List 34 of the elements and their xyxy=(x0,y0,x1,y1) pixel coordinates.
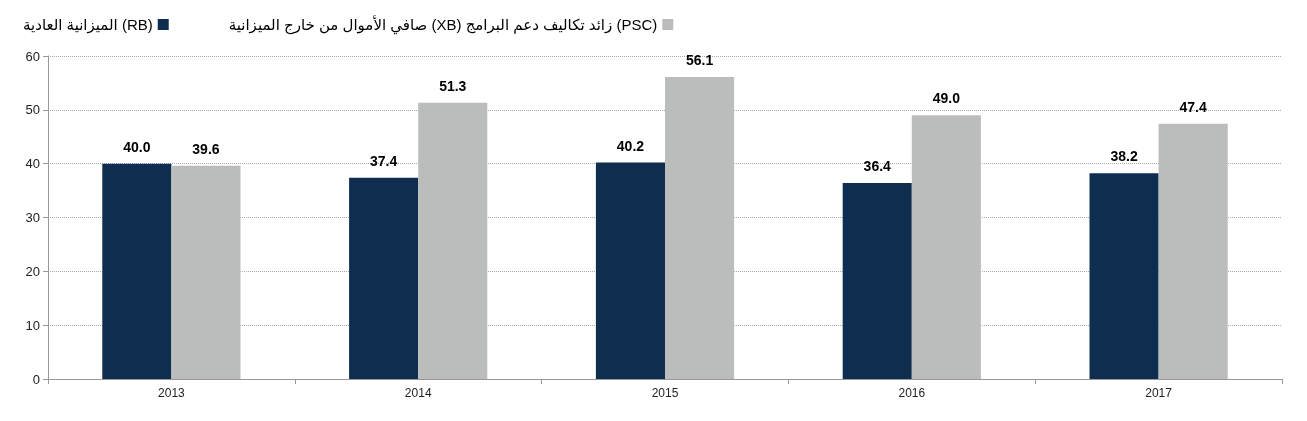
data-label: 37.4 xyxy=(370,152,398,169)
bar xyxy=(1089,173,1159,379)
data-label: 56.1 xyxy=(685,51,714,68)
bar xyxy=(418,102,488,379)
data-label: 36.4 xyxy=(863,158,892,175)
data-label: 51.3 xyxy=(439,77,467,94)
x-tick-label: 2015 xyxy=(651,386,679,400)
bar xyxy=(842,183,912,379)
data-label: 49.0 xyxy=(932,90,961,107)
y-tick-label: 20 xyxy=(25,263,40,279)
data-label: 38.2 xyxy=(1110,148,1138,165)
data-label: 47.4 xyxy=(1179,98,1207,115)
bar xyxy=(1158,123,1228,379)
y-tick-label: 0 xyxy=(32,371,40,387)
data-label: 39.6 xyxy=(192,140,220,157)
y-tick-label: 60 xyxy=(25,48,40,64)
bar xyxy=(171,165,241,379)
y-tick-label: 10 xyxy=(25,317,40,333)
data-label: 40.0 xyxy=(123,138,151,155)
x-tick-label: 2017 xyxy=(1145,386,1173,400)
y-tick-label: 30 xyxy=(25,210,40,225)
x-tick-label: 2016 xyxy=(898,386,926,400)
data-label: 40.2 xyxy=(616,137,645,154)
bar xyxy=(349,177,419,379)
bar xyxy=(911,115,981,379)
y-tick-label: 40 xyxy=(25,156,40,172)
y-tick-label: 50 xyxy=(25,102,40,118)
legend-label: الميزانية العادية (RB) xyxy=(22,16,153,34)
x-tick-label: 2014 xyxy=(404,386,432,400)
x-tick-label: 2013 xyxy=(158,386,186,400)
bar xyxy=(595,162,665,379)
bar xyxy=(665,77,735,379)
legend-label: صافي الأموال من خارج الميزانية (XB) زائد تكاليف دعم البرامج (PSC) xyxy=(228,15,658,35)
bar xyxy=(102,163,172,379)
